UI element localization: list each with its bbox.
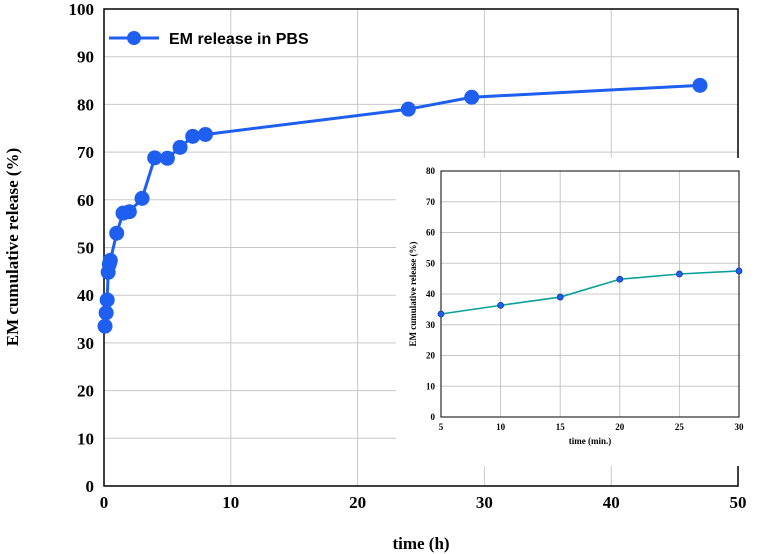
inset-x-tick-label: 20 [615,422,625,432]
inset-x-tick-labels: 5 10 15 20 25 30 [439,422,744,432]
main-data-point [147,150,163,166]
main-data-point [99,292,115,308]
main-data-point [400,101,416,117]
main-x-tick-label: 10 [222,493,239,512]
main-x-tick-labels: 0 10 20 30 40 50 [100,493,747,512]
main-y-tick-label: 30 [77,334,94,353]
inset-plot-frame [440,170,740,418]
main-data-point [172,139,188,155]
main-data-point [121,204,137,220]
main-data-point [109,225,125,241]
main-series [97,77,708,334]
inset-x-tick-label: 15 [556,422,566,432]
inset-series-line [440,270,740,315]
legend: EM release in PBS [109,31,309,48]
legend-label: EM release in PBS [169,31,309,48]
legend-marker-swatch [127,31,141,45]
main-y-tick-label: 80 [77,95,94,114]
inset-y-tick-labels: 0 10 20 30 40 50 60 70 80 [426,166,436,422]
inset-x-tick-label: 10 [496,422,506,432]
inset-data-point [437,310,445,318]
main-data-point [134,190,150,206]
main-y-tick-label: 20 [77,382,94,401]
main-y-tick-label: 50 [77,238,94,257]
inset-chart: 5 10 15 20 25 30 0 10 20 30 40 50 60 70 80 time (min.… [396,158,752,466]
main-y-tick-label: 60 [77,191,94,210]
main-data-point [102,252,118,268]
main-x-tick-label: 50 [730,493,747,512]
inset-y-tick-label: 70 [426,197,436,207]
main-y-tick-label: 70 [77,143,94,162]
main-data-point [98,305,114,321]
inset-y-tick-label: 10 [426,381,436,391]
main-x-axis-title: time (h) [392,534,449,553]
main-data-point [197,126,213,142]
main-y-tick-label: 0 [86,477,95,496]
inset-data-point [497,301,505,309]
inset-y-tick-label: 40 [426,289,436,299]
inset-data-point [556,293,564,301]
main-y-tick-label: 40 [77,286,94,305]
inset-x-tick-label: 30 [735,422,745,432]
inset-x-tick-label: 5 [439,422,444,432]
main-y-tick-label: 90 [77,48,94,67]
inset-grid [441,171,739,417]
main-x-tick-label: 40 [603,493,620,512]
main-data-point [464,89,480,105]
inset-y-tick-label: 50 [426,258,436,268]
inset-x-axis-title: time (min.) [569,436,612,446]
inset-data-point [676,270,683,278]
inset-data-point [616,275,624,283]
inset-y-tick-label: 20 [426,351,436,361]
inset-y-tick-label: 0 [431,412,436,422]
inset-y-tick-label: 60 [426,228,436,238]
inset-y-tick-label: 30 [426,320,436,330]
main-data-point [185,128,201,144]
main-x-tick-label: 0 [100,493,109,512]
main-y-axis-title: EM cumulative release (%) [3,148,22,346]
inset-y-axis-title: EM cumulative release (%) [408,241,418,346]
main-x-tick-label: 30 [476,493,493,512]
main-y-tick-label: 10 [77,429,94,448]
main-data-point [692,77,708,93]
main-data-point [159,150,175,166]
inset-x-tick-label: 25 [675,422,685,432]
main-data-point [97,318,113,334]
main-y-tick-labels: 0 10 20 30 40 50 60 70 80 90 100 [69,0,95,496]
inset-y-tick-label: 80 [426,166,436,176]
inset-series [437,267,743,318]
main-x-tick-label: 20 [349,493,366,512]
inset-data-point [735,267,743,275]
main-y-tick-label: 100 [69,0,95,19]
